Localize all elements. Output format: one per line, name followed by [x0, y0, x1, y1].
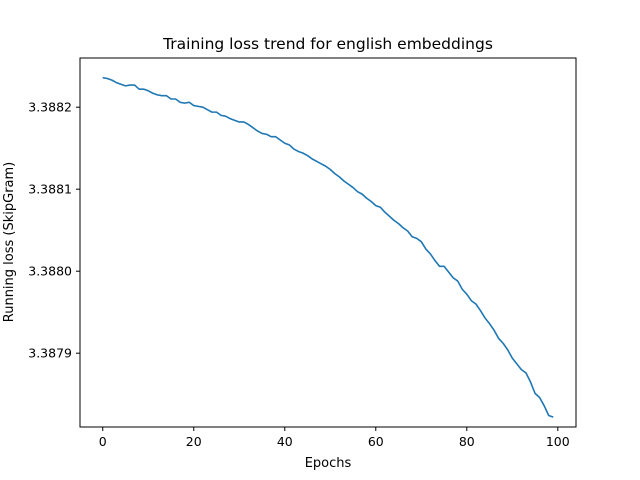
x-axis-ticks: 0 20 40 60 80 100 — [99, 427, 570, 449]
y-tick-label: 3.3879 — [28, 346, 72, 361]
y-tick-label: 3.3881 — [28, 182, 72, 197]
x-tick-label: 60 — [368, 434, 384, 449]
series-line-0 — [102, 76, 554, 418]
y-axis-ticks: 3.3879 3.3880 3.3881 3.3882 — [28, 100, 80, 361]
x-tick-label: 40 — [277, 434, 293, 449]
x-axis-label: Epochs — [305, 456, 352, 471]
y-axis-label: Running loss (SkipGram) — [2, 162, 17, 322]
chart-title: Training loss trend for english embeddin… — [162, 35, 493, 53]
x-tick-label: 80 — [459, 434, 475, 449]
x-tick-label: 100 — [546, 434, 570, 449]
x-tick-label: 20 — [186, 434, 202, 449]
plot-frame — [79, 57, 577, 428]
y-tick-label: 3.3882 — [28, 100, 72, 115]
plot-content — [102, 76, 554, 418]
y-tick-label: 3.3880 — [28, 264, 72, 279]
x-tick-label: 0 — [99, 434, 107, 449]
